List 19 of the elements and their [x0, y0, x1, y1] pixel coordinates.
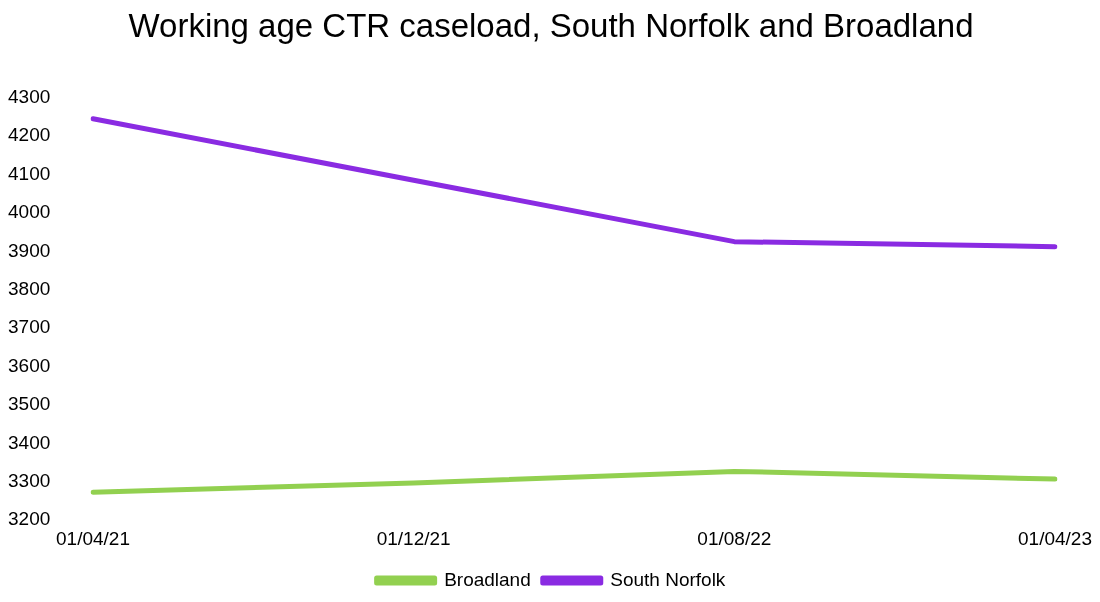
y-tick-label: 4000: [8, 201, 51, 223]
chart-title: Working age CTR caseload, South Norfolk and Broadland: [128, 6, 974, 44]
y-tick-label: 3800: [8, 277, 51, 299]
y-tick-label: 3500: [8, 393, 51, 415]
legend-label: Broadland: [444, 568, 531, 590]
y-tick-label: 3300: [8, 470, 51, 492]
x-tick-label: 01/12/21: [376, 527, 451, 549]
x-tick-label: 01/08/22: [697, 527, 772, 549]
y-tick-label: 4100: [8, 162, 51, 184]
x-tick-label: 01/04/23: [1018, 527, 1092, 549]
legend-label: South Norfolk: [610, 568, 726, 590]
y-tick-label: 4200: [8, 124, 51, 146]
y-tick-label: 3400: [8, 431, 51, 453]
y-tick-label: 3600: [8, 354, 51, 376]
y-tick-label: 3900: [8, 239, 51, 261]
y-tick-label: 3700: [8, 316, 51, 338]
x-tick-label: 01/04/21: [56, 527, 130, 549]
y-tick-label: 3200: [8, 508, 51, 530]
y-tick-label: 4300: [8, 85, 51, 107]
